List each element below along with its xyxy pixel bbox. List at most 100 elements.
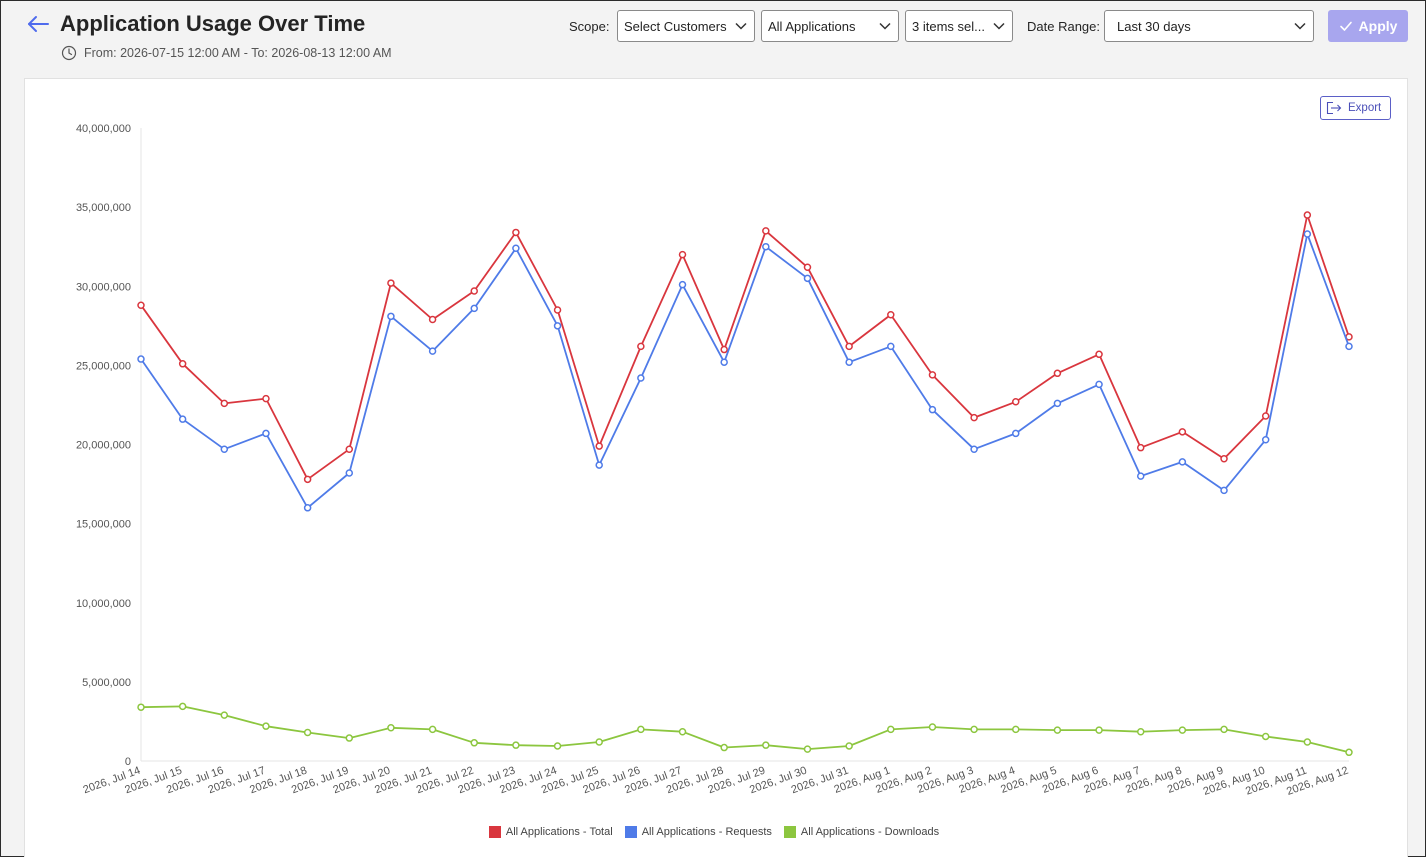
- data-point: [1053, 726, 1062, 734]
- data-point: [595, 442, 603, 450]
- back-button[interactable]: [23, 11, 53, 39]
- data-point: [553, 742, 562, 750]
- customers-dropdown-value: Select Customers: [624, 18, 727, 34]
- data-point: [637, 725, 645, 734]
- data-point: [303, 728, 312, 737]
- data-point: [762, 242, 770, 251]
- data-point: [553, 306, 562, 314]
- data-point: [928, 371, 937, 379]
- data-point: [220, 399, 229, 408]
- apply-button[interactable]: Apply: [1328, 10, 1408, 42]
- data-point: [1345, 342, 1353, 351]
- applications-dropdown-value: All Applications: [768, 18, 856, 34]
- page-title: Application Usage Over Time: [60, 11, 366, 36]
- legend-swatch: [783, 826, 796, 838]
- data-point: [1178, 458, 1187, 466]
- data-point: [887, 342, 895, 351]
- data-point: [720, 358, 728, 366]
- data-point: [137, 355, 145, 363]
- legend-item[interactable]: All Applications - Requests: [624, 826, 772, 838]
- data-point: [220, 445, 229, 453]
- export-icon: [1326, 101, 1342, 115]
- data-point: [803, 745, 812, 753]
- export-button-label: Export: [1348, 102, 1382, 114]
- data-point: [1178, 428, 1187, 436]
- date-range-text: From: 2026-07-15 12:00 AM - To: 2026-08-…: [84, 46, 392, 60]
- data-point: [970, 413, 978, 422]
- series-line: [140, 233, 1350, 509]
- data-point: [595, 738, 603, 746]
- data-point: [1012, 429, 1020, 438]
- legend-swatch: [624, 826, 637, 838]
- data-point: [970, 725, 978, 734]
- legend-label: All Applications - Total: [505, 826, 613, 838]
- legend-label: All Applications - Requests: [641, 826, 772, 838]
- data-point: [178, 415, 187, 423]
- data-point: [1095, 380, 1103, 389]
- chevron-down-icon: [993, 22, 1005, 30]
- data-point: [262, 429, 270, 438]
- data-point: [678, 727, 687, 736]
- data-point: [1053, 399, 1062, 408]
- data-point: [928, 405, 937, 414]
- data-point: [803, 263, 812, 272]
- data-point: [1261, 412, 1270, 420]
- data-point: [1178, 726, 1187, 734]
- data-point: [1345, 748, 1353, 757]
- customers-dropdown[interactable]: Select Customers: [617, 10, 755, 42]
- data-point: [512, 741, 520, 749]
- date-range-dropdown[interactable]: Last 30 days: [1104, 10, 1314, 42]
- data-point: [1220, 486, 1228, 495]
- checkmark-icon: [1339, 21, 1352, 31]
- y-tick-label: 0: [125, 756, 131, 768]
- data-point: [512, 244, 520, 253]
- data-point: [345, 445, 354, 453]
- data-point: [303, 475, 312, 484]
- date-range-label: Date Range:: [1027, 19, 1100, 34]
- chevron-down-icon: [879, 22, 891, 30]
- arrow-left-icon: [28, 16, 49, 32]
- items-dropdown[interactable]: 3 items sel...: [905, 10, 1013, 42]
- data-point: [345, 469, 354, 477]
- data-point: [470, 287, 478, 295]
- applications-dropdown[interactable]: All Applications: [761, 10, 899, 42]
- data-point: [1012, 725, 1020, 734]
- scope-label: Scope:: [569, 19, 610, 34]
- export-button[interactable]: Export: [1320, 96, 1391, 120]
- legend-label: All Applications - Downloads: [800, 826, 940, 838]
- data-point: [220, 711, 229, 719]
- data-point: [1303, 230, 1312, 238]
- data-point: [637, 374, 645, 382]
- data-point: [428, 315, 437, 324]
- apply-button-label: Apply: [1358, 18, 1398, 34]
- data-point: [1261, 732, 1270, 741]
- data-point: [803, 274, 812, 283]
- data-point: [887, 725, 895, 734]
- y-tick-label: 35,000,000: [76, 202, 131, 214]
- y-tick-label: 15,000,000: [76, 519, 131, 531]
- data-point: [845, 358, 853, 366]
- data-point: [178, 360, 187, 368]
- data-point: [678, 280, 687, 289]
- data-point: [553, 322, 562, 330]
- data-point: [595, 461, 603, 469]
- data-point: [1053, 369, 1062, 378]
- data-point: [1136, 472, 1145, 480]
- data-point: [762, 741, 770, 749]
- data-point: [1095, 726, 1103, 734]
- legend-item[interactable]: All Applications - Downloads: [783, 826, 940, 838]
- data-point: [720, 743, 728, 752]
- items-dropdown-value: 3 items sel...: [912, 18, 985, 34]
- data-point: [345, 734, 354, 742]
- data-point: [303, 504, 312, 512]
- data-point: [1303, 211, 1312, 219]
- legend-item[interactable]: All Applications - Total: [488, 826, 613, 838]
- data-point: [137, 703, 145, 711]
- data-point: [262, 394, 270, 403]
- series-line: [140, 705, 1350, 754]
- y-tick-label: 40,000,000: [76, 123, 131, 135]
- data-point: [178, 702, 187, 711]
- y-tick-label: 5,000,000: [82, 677, 131, 689]
- data-point: [1303, 738, 1312, 746]
